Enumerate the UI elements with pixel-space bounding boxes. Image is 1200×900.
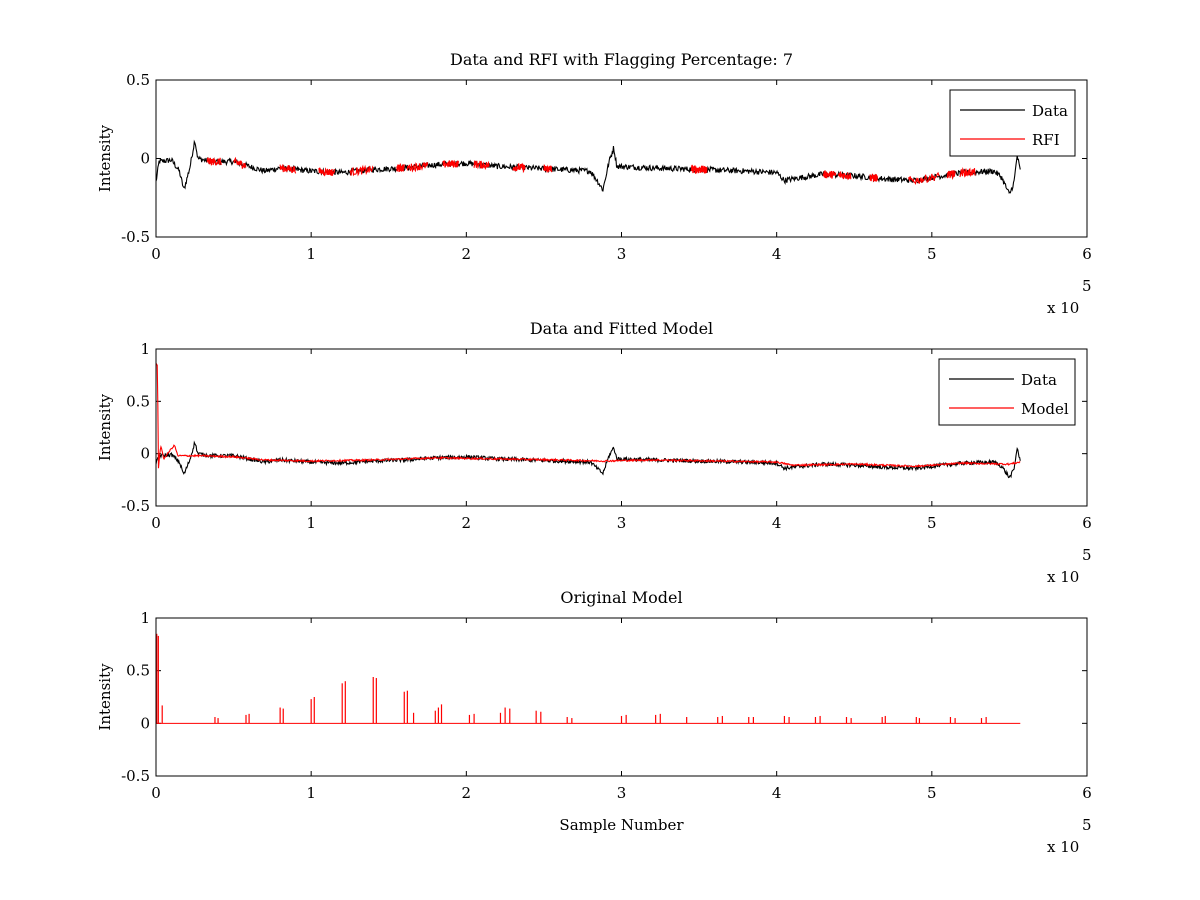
x-tick-label: 3 (617, 784, 627, 802)
y-tick-label: 0 (140, 150, 150, 168)
plot-area (156, 80, 1087, 237)
x-multiplier-label: x 10 (1047, 299, 1079, 317)
y-tick-label: 0.5 (126, 71, 150, 89)
legend-label: Data (1032, 102, 1068, 120)
legend-label: Model (1021, 400, 1069, 418)
plot-area (156, 349, 1087, 506)
y-tick-label: -0.5 (121, 497, 150, 515)
series-segment-rfi (543, 163, 553, 173)
series-segment-rfi (690, 164, 700, 175)
series-segment-rfi (908, 171, 940, 185)
x-multiplier-label: x 10 (1047, 838, 1079, 856)
chart-title: Data and RFI with Flagging Percentage: 7 (450, 50, 793, 69)
legend-box (949, 89, 1076, 157)
x-tick-label: 4 (772, 784, 782, 802)
series-segment-rfi (406, 162, 429, 173)
x-tick-label: 2 (462, 514, 472, 532)
legend-label: Data (1021, 371, 1057, 389)
y-tick-label: 1 (140, 340, 150, 358)
y-tick-label: 0 (140, 714, 150, 732)
x-tick-label: 1 (306, 514, 316, 532)
series-group (156, 633, 1021, 724)
series-segment-rfi (318, 167, 335, 177)
series-segment-rfi (349, 164, 374, 177)
series-segment-rfi (233, 156, 247, 169)
x-multiplier-label: x 10 (1047, 568, 1079, 586)
x-tick-label: 2 (462, 245, 472, 263)
series-segment-rfi (946, 170, 956, 181)
series-line-model (156, 363, 1021, 469)
series-segment-rfi (512, 162, 526, 174)
x-tick-label: 0 (151, 784, 161, 802)
plot-area (156, 618, 1087, 776)
series-segment-rfi (822, 170, 837, 179)
legend-label: RFI (1032, 131, 1060, 149)
axes-frame (155, 348, 1088, 507)
x-tick-label: 4 (772, 245, 782, 263)
legend-box (938, 358, 1076, 426)
x-tick-label: 5 (927, 784, 937, 802)
series-group (156, 139, 1021, 194)
x-tick-label: 0 (151, 514, 161, 532)
y-tick-label: 0.5 (126, 392, 150, 410)
x-axis-label: Sample Number (559, 816, 684, 834)
series-segment-rfi (396, 162, 405, 173)
x-multiplier-exponent: 5 (1082, 277, 1092, 295)
series-segment-rfi (279, 164, 297, 174)
x-tick-label: 6 (1082, 245, 1092, 263)
x-tick-label: 4 (772, 514, 782, 532)
x-tick-label: 0 (151, 245, 161, 263)
x-tick-label: 1 (306, 245, 316, 263)
x-tick-label: 1 (306, 784, 316, 802)
y-tick-label: 1 (140, 609, 150, 627)
series-segment-rfi (442, 159, 460, 168)
series-segment-rfi (698, 165, 708, 174)
x-tick-label: 2 (462, 784, 472, 802)
chart-title: Data and Fitted Model (530, 319, 713, 338)
axes-frame (155, 79, 1088, 238)
y-tick-label: -0.5 (121, 767, 150, 785)
y-tick-label: -0.5 (121, 228, 150, 246)
x-tick-label: 3 (617, 245, 627, 263)
series-segment-rfi (838, 170, 852, 181)
series-segment-rfi (869, 173, 878, 183)
chart-title: Original Model (560, 588, 682, 607)
subplot-2: Data and Fitted Model Intensity 0 1 2 3 4 5 6 -0.… (96, 319, 1092, 586)
x-tick-label: 3 (617, 514, 627, 532)
y-axis-label: Intensity (96, 393, 114, 461)
x-tick-label: 6 (1082, 784, 1092, 802)
y-axis-label: Intensity (96, 663, 114, 731)
series-group (156, 363, 1021, 479)
x-tick-label: 5 (927, 245, 937, 263)
subplot-1: Data and RFI with Flagging Percentage: 7… (96, 50, 1092, 317)
series-segment-rfi (959, 166, 976, 178)
x-tick-label: 5 (927, 514, 937, 532)
y-tick-label: 0 (140, 445, 150, 463)
legend: Data Model (938, 358, 1076, 426)
y-axis-label: Intensity (96, 124, 114, 192)
x-multiplier-exponent: 5 (1082, 816, 1092, 834)
legend: Data RFI (949, 89, 1076, 157)
series-segment-rfi (206, 156, 222, 166)
x-tick-label: 6 (1082, 514, 1092, 532)
series-segment-rfi (473, 160, 490, 170)
axes-frame (155, 617, 1088, 777)
x-multiplier-exponent: 5 (1082, 546, 1092, 564)
y-tick-label: 0.5 (126, 662, 150, 680)
